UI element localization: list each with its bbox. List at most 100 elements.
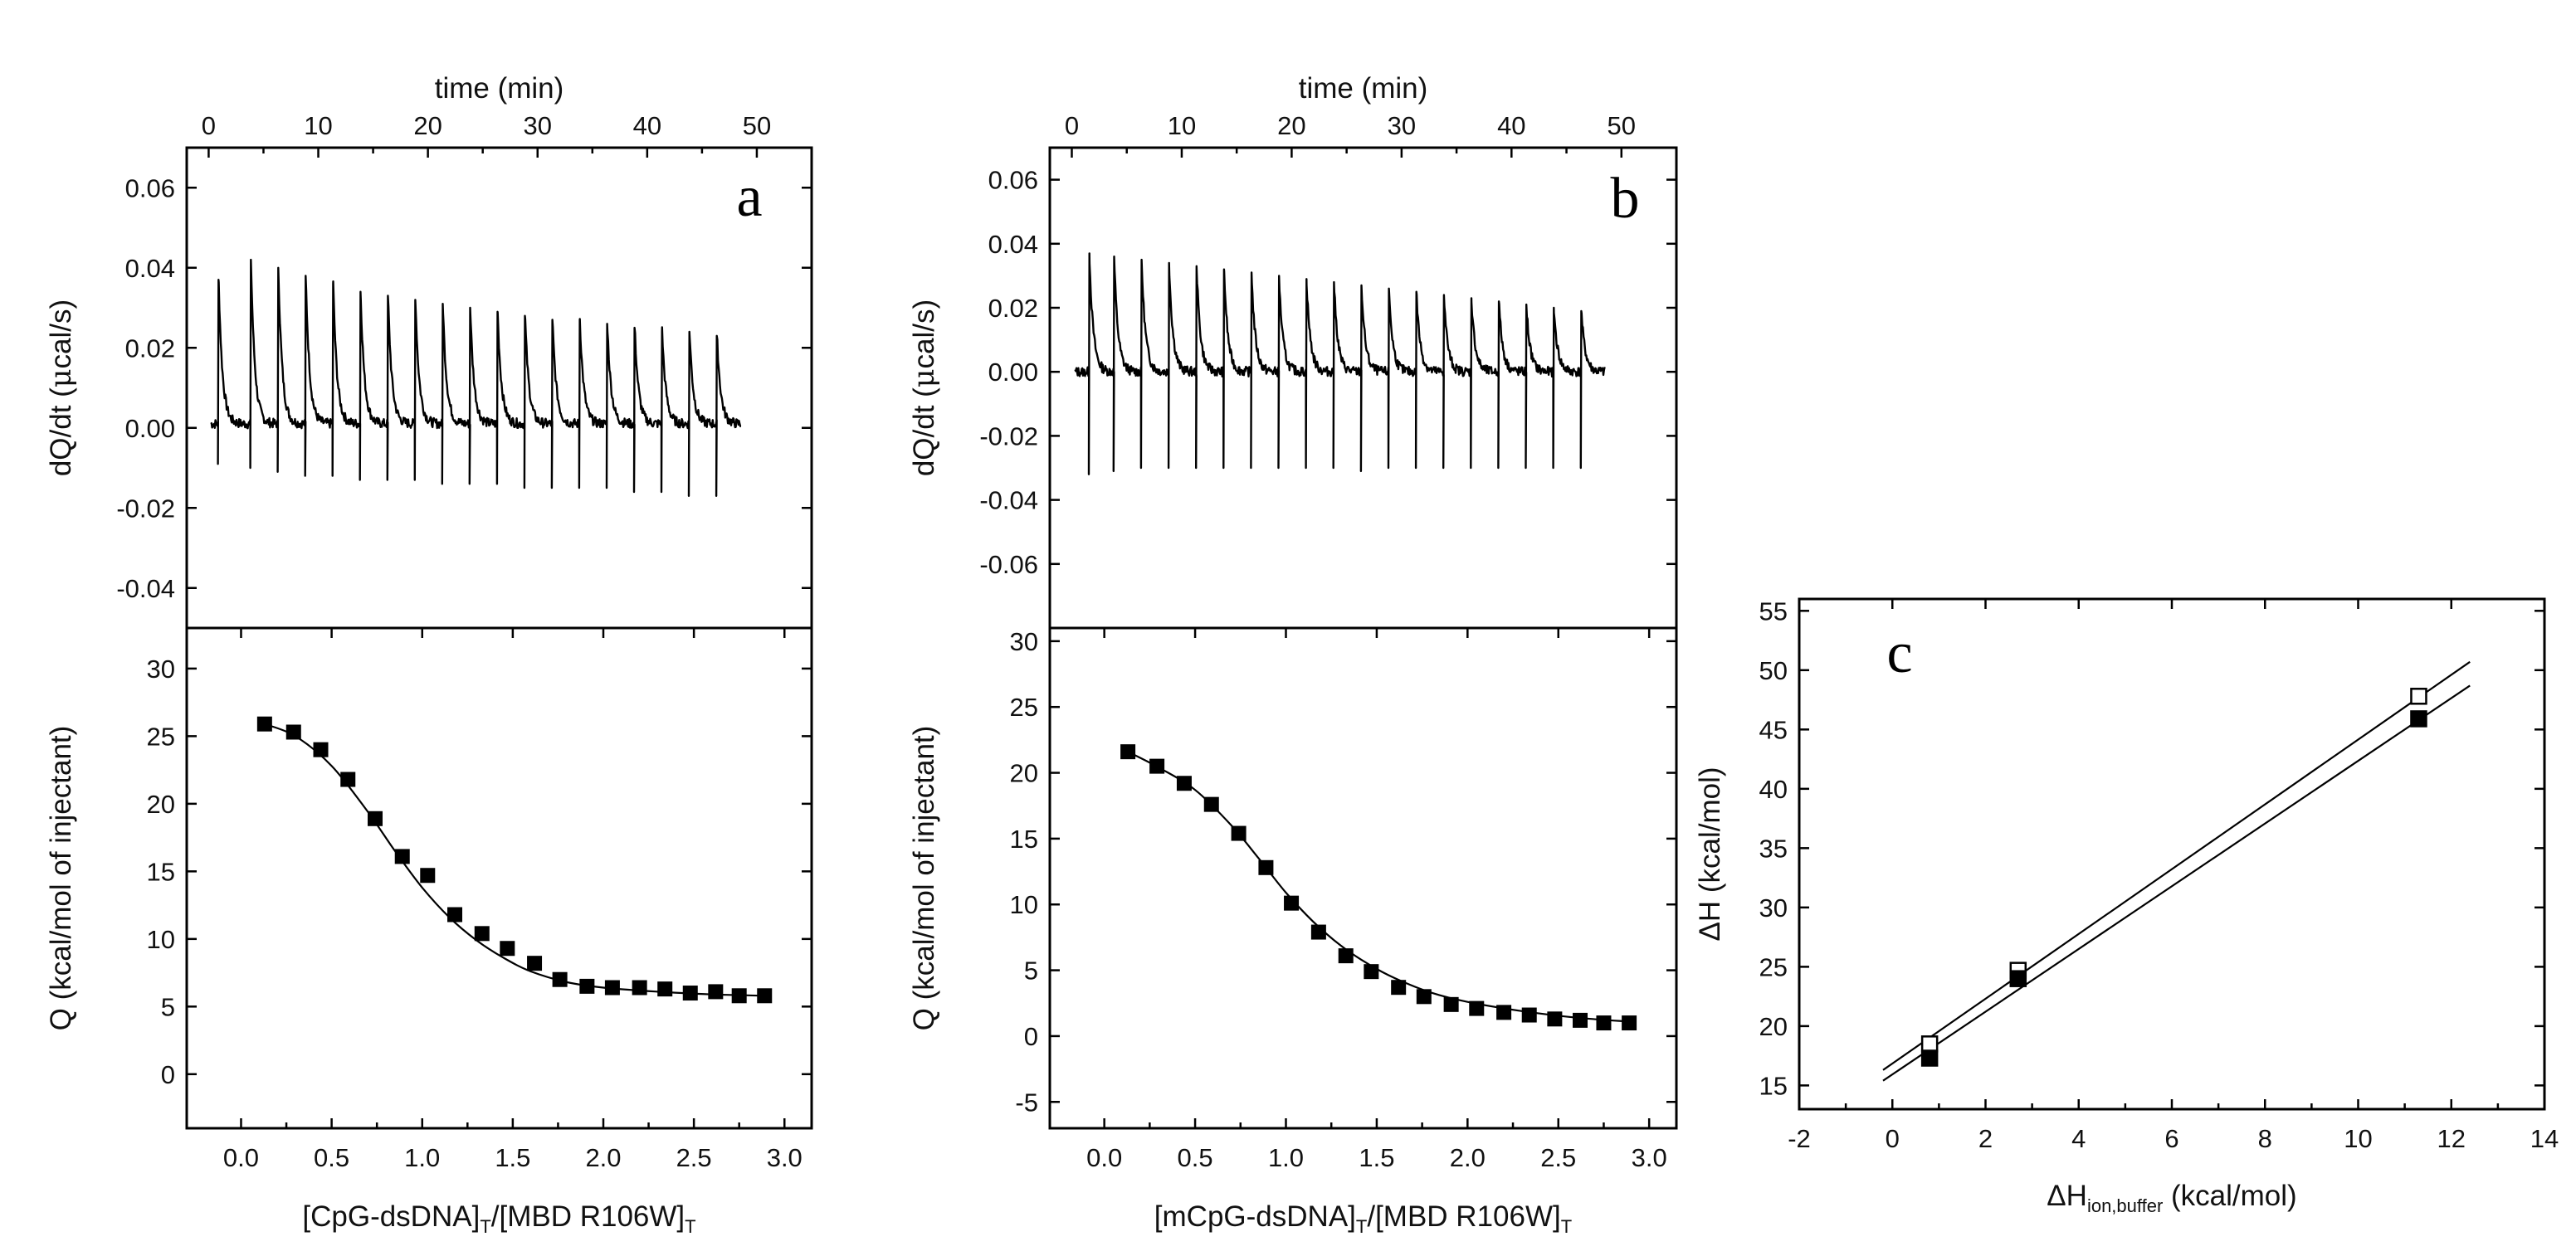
a-data-point [420,868,436,884]
b-bottom-xtick-label: 1.0 [1268,1143,1304,1172]
b-bottom-ytick-label: 15 [1010,825,1038,854]
b-data-point [1622,1015,1637,1031]
b-bottom-xtick-label: 2.5 [1540,1143,1576,1172]
a-top-xtick-label: 40 [633,111,661,140]
a-data-point [500,941,515,957]
b-top-ytick-label: -0.02 [979,421,1038,450]
b-data-point [1547,1011,1563,1027]
a-bottom-xtick-label: 0.5 [314,1143,349,1172]
c-xtick-label: 14 [2530,1124,2559,1153]
c-ylabel: ΔH (kcal/mol) [1694,767,1726,941]
a-top-ytick-label: 0.06 [125,173,175,202]
b-data-point [1231,825,1247,841]
b-top-xtick-label: 20 [1277,111,1305,140]
a-top-xtick-label: 20 [413,111,442,140]
a-bottom-ytick-label: 0 [161,1060,175,1089]
c-xtick-label: 0 [1886,1124,1900,1153]
c-fit-line-1 [1882,684,2471,1082]
c-xtick-label: 10 [2344,1124,2372,1153]
b-bottom-ytick-label: 5 [1024,957,1038,986]
a-top-ytick-label: 0.00 [125,414,175,443]
b-bottom-ytick-label: 0 [1024,1022,1038,1051]
a-bottom-xtick-label: 2.0 [585,1143,621,1172]
b-bottom-ytick-label: 20 [1010,759,1038,788]
a-top-ytick-label: 0.02 [125,333,175,363]
panel-letter-a: a [736,165,762,229]
a-thermogram-trace [210,258,742,497]
b-top-xtick-label: 50 [1608,111,1636,140]
a-data-point [552,971,568,987]
b-data-point [1258,859,1274,875]
a-data-point [657,981,673,997]
b-bottom-xlabel: [mCpG-dsDNA]T/[MBD R106W]T [1154,1200,1572,1237]
b-data-point [1469,1000,1485,1016]
panel-c: -2 0 2 4 6 8 10 12 14 15 20 25 30 35 40 45 50 55 ΔHion,buf… [1694,596,2559,1216]
a-data-point [731,988,747,1004]
b-top-ytick-label: -0.06 [979,550,1038,579]
a-top-xtick-label: 10 [304,111,332,140]
a-bottom-xlabel: [CpG-dsDNA]T/[MBD R106W]T [302,1200,695,1237]
b-data-point [1521,1007,1537,1023]
a-top-ytick-label: 0.04 [125,254,175,283]
a-bottom-xtick-label: 3.0 [767,1143,803,1172]
a-bottom-ytick-label: 20 [147,790,175,819]
panel-letter-c: c [1886,621,1912,685]
c-xlabel: ΔHion,buffer (kcal/mol) [2047,1180,2296,1216]
b-bottom-frame [1048,626,1678,1130]
b-bottom-ytick-label: 25 [1010,693,1038,722]
a-top-xlabel: time (min) [435,72,564,105]
a-data-point [367,811,383,826]
a-top-xtick-label: 0 [202,111,216,140]
c-ytick-label: 25 [1759,952,1788,981]
a-top-ytick-label: -0.02 [116,494,175,523]
a-data-point [682,986,698,1001]
a-data-point [447,907,463,923]
c-ytick-label: 50 [1759,656,1788,685]
c-ytick-label: 35 [1759,834,1788,863]
c-xtick-label: 12 [2437,1124,2466,1153]
a-bottom-ytick-label: 15 [147,857,175,886]
b-data-point [1338,948,1354,964]
a-bottom-ytick-label: 10 [147,925,175,954]
a-bottom-ytick-label: 30 [147,655,175,684]
b-data-point [1203,796,1219,812]
b-data-point [1573,1012,1588,1028]
a-data-point [708,984,724,1000]
b-top-xtick-label: 0 [1065,111,1079,140]
b-top-ytick-label: -0.04 [979,486,1038,515]
b-bottom-xtick-label: 1.5 [1359,1143,1394,1172]
b-data-point [1596,1015,1612,1031]
c-data-point-open [2410,688,2427,705]
a-bottom-xtick-label: 1.5 [495,1143,530,1172]
c-ytick-label: 55 [1759,596,1788,626]
c-ytick-label: 45 [1759,715,1788,744]
b-top-ylabel: dQ/dt (μcal/s) [908,299,941,476]
a-bottom-ylabel: Q (kcal/mol of injectant) [45,726,77,1031]
b-top-ytick-label: 0.00 [988,358,1038,387]
b-top-xtick-label: 10 [1168,111,1196,140]
c-xtick-label: 2 [1978,1124,1993,1153]
panel-letter-b: b [1611,167,1640,231]
a-data-point [256,716,272,732]
c-data-point-open [1920,1035,1939,1053]
a-top-ytick-label: -0.04 [116,574,175,603]
b-bottom-ytick-label: 30 [1010,627,1038,656]
a-data-point [632,980,647,996]
a-data-point [285,724,301,740]
b-data-point [1391,980,1407,996]
c-data-point-filled [1920,1049,1939,1067]
b-bottom-ytick-label: 10 [1010,890,1038,919]
b-data-point [1149,758,1165,774]
a-top-frame [185,146,813,630]
c-fit-line-0 [1882,660,2471,1071]
c-data-point-filled [2410,710,2427,728]
b-top-frame [1048,146,1678,630]
a-data-point [340,772,356,787]
b-data-point [1284,895,1300,911]
b-bottom-xtick-label: 0.5 [1178,1143,1213,1172]
c-ytick-label: 20 [1759,1012,1788,1041]
c-xtick-label: 8 [2258,1124,2272,1153]
